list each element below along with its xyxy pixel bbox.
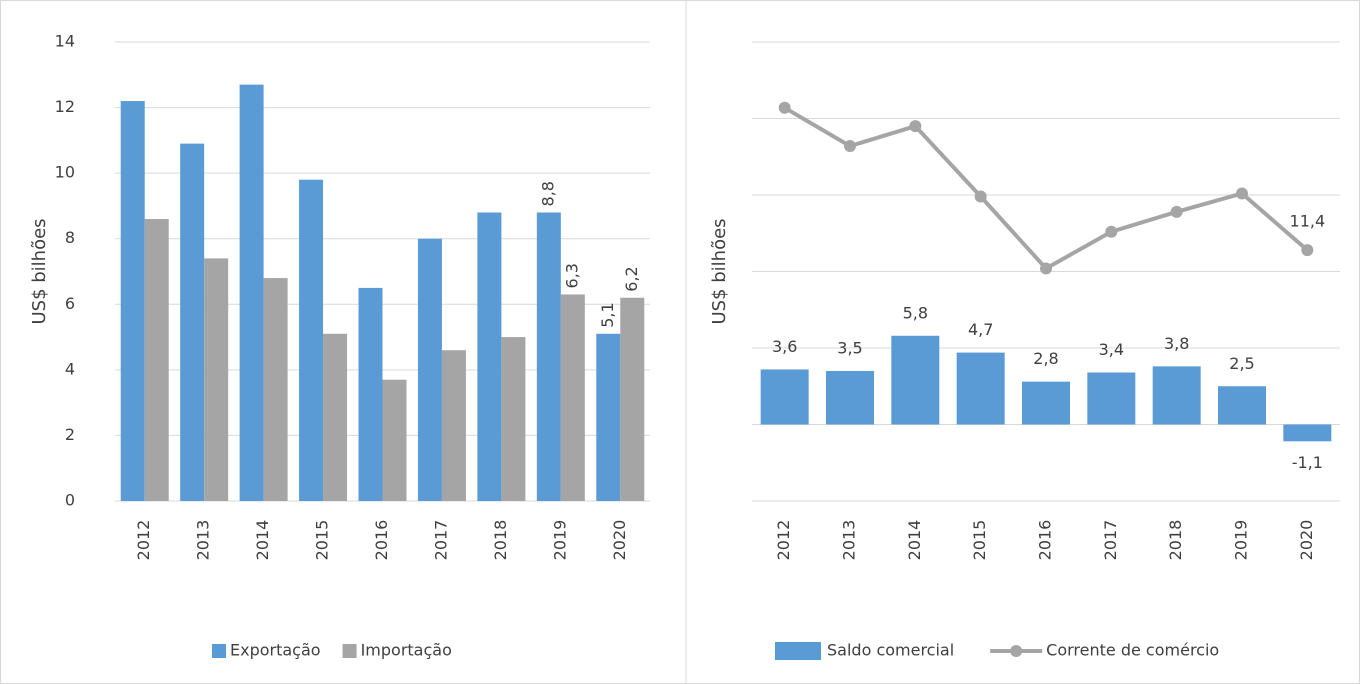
bar: [204, 258, 229, 501]
line-marker: [1105, 225, 1118, 238]
bar: [382, 379, 407, 501]
data-label: 6,3: [562, 263, 581, 288]
legend-label: Importação: [361, 641, 452, 660]
data-label: 2,5: [1229, 354, 1254, 373]
bar: [180, 143, 205, 501]
line: [783, 106, 1309, 271]
x-tick-label: 2013: [840, 520, 859, 561]
legend-label: Corrente de comércio: [1046, 641, 1219, 660]
y-tick-label: 4: [65, 359, 75, 378]
x-tick-label: 2018: [1166, 520, 1185, 561]
line-marker: [1170, 205, 1183, 218]
legend-swatch: [1010, 645, 1023, 657]
bar: [760, 369, 809, 425]
bar: [1218, 386, 1266, 425]
x-tick-label: 2013: [194, 520, 213, 561]
bar: [536, 212, 561, 501]
bar: [417, 238, 442, 501]
bar: [144, 219, 169, 502]
bar: [891, 335, 940, 425]
y-axis-title: US$ bilhões: [709, 218, 730, 324]
line-marker: [1301, 244, 1314, 257]
bar: [441, 350, 466, 501]
bar: [560, 294, 585, 501]
y-tick-label: 12: [55, 97, 75, 116]
y-tick-label: 14: [55, 32, 75, 51]
data-label: 4,7: [968, 320, 993, 339]
x-tick-label: 2015: [970, 520, 989, 561]
line-marker: [778, 101, 791, 114]
bar: [263, 278, 288, 501]
bar: [323, 333, 348, 501]
data-label: 3,4: [1099, 340, 1124, 359]
data-label: 2,8: [1033, 349, 1058, 368]
x-tick-label: 2020: [610, 520, 629, 561]
x-tick-label: 2019: [550, 520, 569, 561]
x-tick-label: 2016: [372, 520, 391, 561]
data-label: 8,8: [538, 181, 557, 206]
bar: [596, 333, 621, 501]
y-tick-label: 2: [65, 425, 75, 444]
legend-label: Saldo comercial: [827, 641, 954, 660]
bar: [956, 352, 1005, 425]
data-label: 5,8: [903, 303, 928, 322]
y-tick-label: 6: [65, 294, 75, 313]
data-label: 5,1: [598, 302, 617, 327]
legend-swatch: [212, 644, 226, 658]
legend-swatch: [342, 644, 357, 658]
bar: [1152, 366, 1201, 425]
line-marker: [1040, 262, 1052, 275]
legend-label: Exportação: [230, 641, 321, 660]
bar: [358, 287, 383, 501]
x-tick-label: 2014: [253, 520, 272, 561]
bar: [1283, 424, 1332, 442]
data-label: 3,8: [1164, 334, 1189, 353]
y-axis-title: US$ bilhões: [29, 218, 50, 324]
bar: [1022, 381, 1070, 425]
data-label: 6,2: [622, 266, 641, 291]
x-tick-label: 2020: [1297, 520, 1316, 561]
y-tick-label: 8: [65, 228, 75, 247]
bar: [501, 337, 526, 501]
line-marker: [844, 140, 856, 153]
x-tick-label: 2015: [313, 520, 332, 561]
line-marker: [909, 120, 922, 133]
data-label: 3,5: [837, 338, 862, 357]
bar: [477, 212, 502, 501]
data-label: 3,6: [772, 337, 797, 356]
legend-swatch: [775, 642, 821, 660]
x-tick-label: 2019: [1232, 520, 1251, 561]
x-tick-label: 2017: [1101, 520, 1120, 561]
line-marker: [1236, 187, 1248, 200]
x-tick-label: 2012: [774, 520, 793, 561]
y-tick-label: 10: [55, 163, 75, 182]
bar: [120, 101, 145, 501]
data-label: -1,1: [1292, 453, 1323, 472]
y-tick-label: 0: [65, 491, 75, 510]
bar: [1087, 372, 1136, 425]
line-marker: [974, 190, 987, 203]
x-tick-label: 2014: [905, 520, 924, 561]
x-tick-label: 2016: [1036, 520, 1055, 561]
bar: [826, 370, 874, 425]
bar: [620, 297, 645, 501]
x-tick-label: 2012: [134, 520, 153, 561]
bar: [299, 179, 324, 501]
bar: [239, 84, 264, 501]
x-tick-label: 2017: [431, 520, 450, 561]
x-tick-label: 2018: [491, 520, 510, 561]
data-label: 11,4: [1290, 212, 1326, 231]
